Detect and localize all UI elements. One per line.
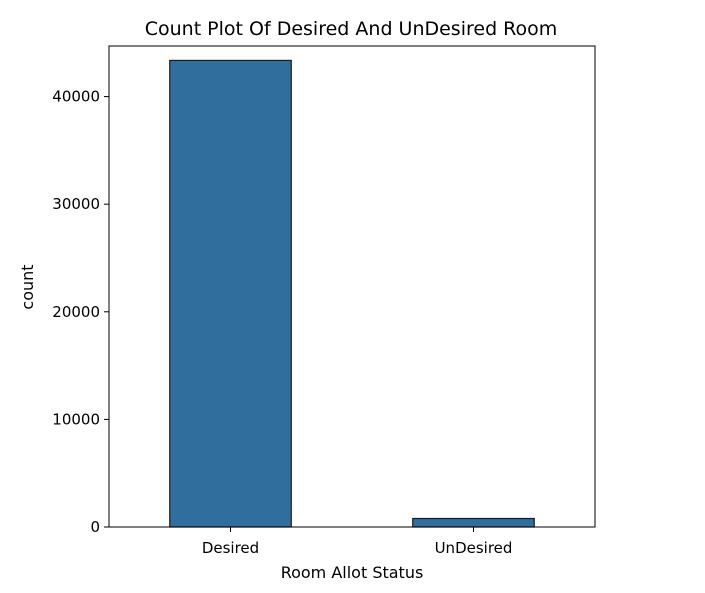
plot-frame — [108, 45, 596, 528]
y-tick-label: 0 — [90, 518, 100, 536]
chart-title: Count Plot Of Desired And UnDesired Room — [145, 18, 558, 40]
bar-undesired — [412, 517, 535, 528]
x-axis-label: Room Allot Status — [281, 563, 424, 582]
y-tick-label: 40000 — [52, 88, 100, 106]
y-tick-label: 20000 — [52, 303, 100, 321]
y-tick-label: 10000 — [52, 410, 100, 428]
y-axis-label: count — [18, 264, 37, 309]
x-tick-label: Desired — [202, 539, 259, 557]
x-tick-label: UnDesired — [435, 539, 513, 557]
y-tick-label: 30000 — [52, 195, 100, 213]
plot-area: Desired UnDesired 0 10000 20000 30000 40000 — [52, 59, 535, 557]
bar-desired — [169, 59, 292, 528]
